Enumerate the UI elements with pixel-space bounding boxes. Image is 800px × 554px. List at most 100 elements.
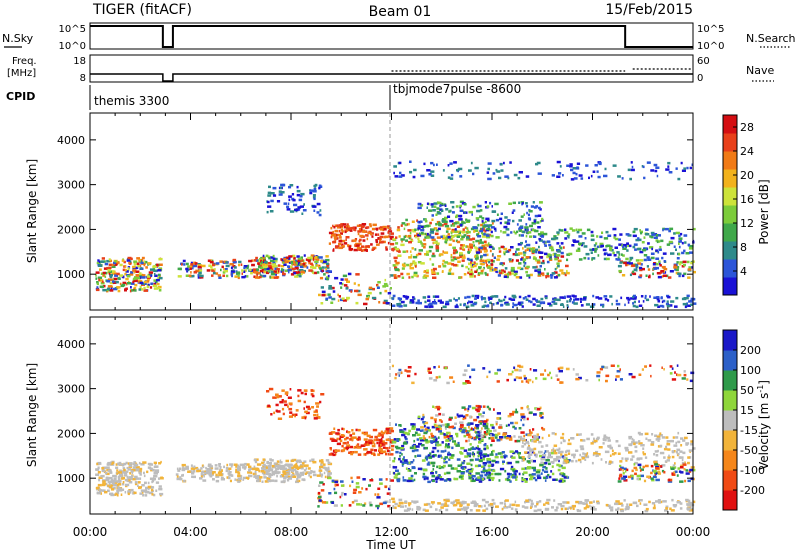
echo-cell [532,428,535,431]
echo-cell [287,405,289,408]
echo-cell [303,203,305,206]
echo-cell [483,253,487,257]
echo-cell [343,493,347,496]
echo-cell [133,491,137,495]
echo-cell [327,470,331,473]
echo-cell [411,479,414,483]
echo-cell [407,374,411,378]
echo-cell [435,244,439,248]
echo-cell [517,364,521,368]
echo-cell [139,477,142,480]
echo-cell [398,297,402,301]
echo-cell [504,503,506,506]
echo-cell [291,413,296,417]
echo-cell [456,240,461,244]
echo-cell [617,444,621,448]
echo-cell [560,453,563,456]
echo-cell [299,269,304,272]
echo-cell [208,471,213,475]
echo-cell [136,257,140,260]
echo-cell [676,451,678,454]
echo-cell [622,245,625,249]
echo-cell [623,467,627,471]
echo-cell [449,219,454,223]
echo-cell [484,447,487,451]
echo-cell [430,436,434,439]
echo-cell [483,443,487,447]
echo-cell [314,183,318,187]
echo-cell [461,461,465,465]
echo-cell [381,442,385,445]
echo-cell [621,177,624,180]
echo-cell [485,224,490,228]
echo-cell [465,439,468,443]
echo-cell [371,248,374,251]
echo-cell [409,170,413,174]
echo-cell [490,423,494,427]
echo-cell [514,232,517,235]
echo-cell [486,446,489,450]
echo-cell [456,169,459,172]
echo-cell [288,267,291,270]
echo-cell [518,234,521,237]
echo-cell [296,185,299,189]
echo-cell [503,251,506,254]
echo-cell [673,266,678,269]
echo-cell [113,487,116,490]
echo-cell [429,258,432,261]
echo-cell [565,461,569,464]
echo-cell [459,206,462,209]
echo-cell [134,283,138,287]
echo-cell [127,468,132,471]
echo-cell [211,269,216,272]
echo-cell [528,210,533,213]
echo-cell [463,415,466,418]
echo-cell [356,437,359,441]
echo-cell [507,273,512,276]
echo-cell [644,365,647,368]
echo-cell [421,444,425,447]
echo-cell [403,227,406,231]
echo-cell [520,234,524,237]
echo-cell [279,186,282,189]
echo-cell [438,265,442,268]
echo-cell [688,509,694,512]
echo-cell [469,272,473,276]
echo-cell [264,260,268,264]
echo-cell [447,235,451,239]
echo-cell [436,428,440,431]
echo-cell [482,422,487,426]
echo-cell [525,240,527,243]
echo-cell [374,493,377,496]
echo-cell [562,501,567,504]
echo-cell [643,503,645,506]
echo-cell [520,406,524,410]
colorbar-swatch [723,370,737,391]
echo-cell [605,461,607,464]
echo-cell [537,233,542,236]
echo-cell [504,478,507,481]
echo-cell [133,461,137,464]
echo-cell [279,459,282,462]
echo-cell [580,439,583,442]
echo-cell [511,467,516,471]
echo-cell [520,431,525,434]
echo-cell [452,440,456,443]
echo-cell [279,467,283,470]
echo-cell [623,477,626,481]
nsky-tick-top: 10^5 [59,24,86,35]
x-tick-label: 00:00 [73,525,108,539]
echo-cell [481,235,487,238]
echo-cell [473,230,476,233]
echo-cell [423,425,426,428]
echo-cell [445,444,450,447]
echo-cell [277,267,280,271]
echo-cell [579,460,582,464]
echo-cell [457,168,460,171]
echo-cell [421,429,424,432]
echo-cell [243,266,246,270]
echo-cell [263,473,266,476]
echo-cell [284,476,288,479]
echo-cell [468,426,470,429]
echo-cell [417,299,420,302]
